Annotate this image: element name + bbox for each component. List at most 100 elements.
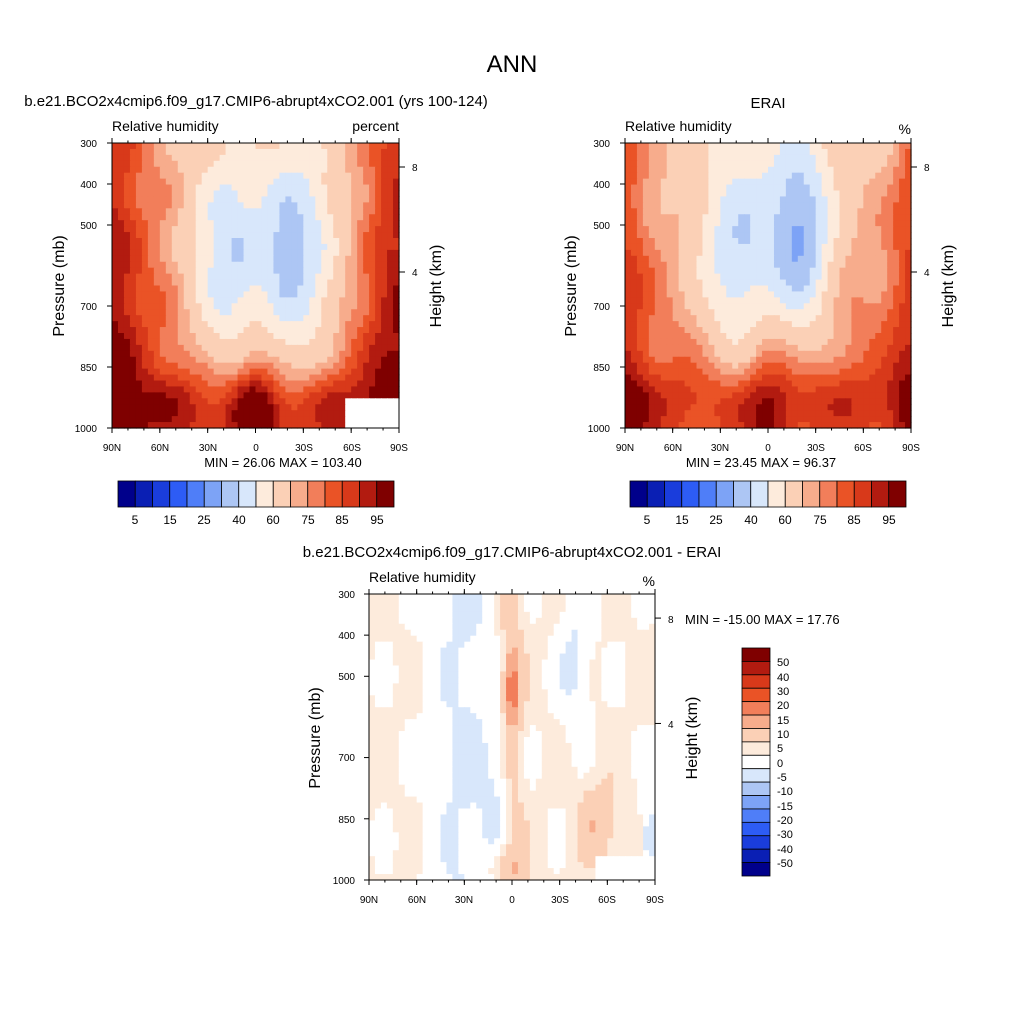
panel-model-field-cell	[261, 338, 269, 346]
panel-model-field-cell	[237, 374, 245, 382]
panel-erai-field-cell	[625, 315, 632, 322]
panel-erai-field-cell	[779, 172, 787, 180]
panel-model-field-cell	[327, 220, 334, 227]
panel-model-field-cell	[363, 190, 370, 198]
panel-model-field-cell	[153, 291, 161, 298]
panel-erai-field-cell	[821, 410, 829, 417]
panel-erai-field-cell	[785, 154, 793, 162]
panel-model-field-cell	[315, 273, 322, 281]
panel-model-field-cell	[225, 398, 233, 405]
panel-erai-field-cell	[678, 273, 686, 281]
panel-model-field-cell	[387, 392, 394, 399]
panel-model-field-cell	[387, 350, 394, 358]
panel-model-field-cell	[177, 148, 185, 156]
panel-model-field-cell	[321, 184, 328, 192]
panel-model-field-cell	[255, 148, 263, 156]
panel-model-field-cell	[231, 386, 239, 393]
panel-model-field-cell	[375, 380, 382, 388]
panel-model-field-cell	[393, 154, 400, 162]
panel-model-field-cell	[381, 315, 388, 322]
panel-erai-field-cell	[797, 243, 805, 251]
panel-model-field-cell	[303, 184, 310, 192]
panel-erai-field-cell	[768, 208, 775, 215]
panel-diff-field-cell	[512, 599, 519, 607]
panel-erai-field-cell	[678, 243, 686, 251]
panel-erai-ytick-850: 850	[593, 363, 610, 374]
panel-model-field-cell	[387, 267, 394, 275]
panel-erai-field-cell	[750, 154, 757, 162]
panel-model-field-cell	[237, 309, 245, 316]
panel-erai-field-cell	[851, 160, 858, 168]
panel-erai-field-cell	[738, 297, 745, 304]
panel-model-field-cell	[177, 350, 185, 358]
panel-model-field-cell	[249, 208, 257, 215]
panel-erai-field-cell	[732, 338, 739, 346]
panel-model-field-cell	[117, 356, 125, 364]
panel-model-field-cell	[147, 392, 155, 399]
panel-model-field-cell	[387, 148, 394, 156]
panel-model-field-cell	[321, 297, 328, 304]
panel-model-field-cell	[291, 344, 298, 352]
panel-erai-field-cell	[851, 220, 858, 227]
panel-model-field-cell	[141, 321, 149, 328]
panel-diff-field-cell	[506, 599, 513, 607]
panel-erai-field-cell	[851, 267, 858, 275]
panel-erai-field-cell	[762, 172, 769, 180]
panel-erai-field-cell	[827, 309, 835, 316]
panel-erai-field-cell	[905, 166, 912, 174]
panel-model-field	[112, 143, 400, 429]
panel-model-field-cell	[381, 243, 388, 251]
panel-erai-field-cell	[630, 143, 638, 150]
panel-erai-field-cell	[666, 232, 674, 239]
panel-erai-field-cell	[827, 279, 835, 287]
panel-model-field-cell	[333, 327, 340, 334]
panel-erai-field-cell	[827, 273, 835, 281]
panel-model-field-cell	[387, 214, 394, 221]
panel-erai-field-cell	[821, 321, 829, 328]
panel-model-field-cell	[243, 321, 251, 328]
panel-erai-field-cell	[714, 356, 721, 364]
panel-erai-field-cell	[625, 392, 632, 399]
panel-model-field-cell	[291, 362, 298, 370]
panel-erai-field-cell	[899, 154, 906, 162]
panel-erai-field-cell	[642, 267, 650, 275]
panel-erai-field-cell	[779, 214, 787, 221]
panel-model-field-cell	[315, 261, 322, 269]
panel-model-field-cell	[381, 249, 388, 257]
panel-erai-field-cell	[642, 214, 650, 221]
panel-model-field-cell	[369, 255, 376, 263]
panel-model-field-cell	[315, 410, 322, 417]
panel-erai-yright-4: 4	[924, 268, 930, 279]
panel-erai-field-cell	[702, 202, 710, 209]
panel-erai-field-cell	[821, 172, 829, 180]
panel-model-field-cell	[129, 386, 137, 393]
panel-model-field-cell	[207, 154, 215, 162]
panel-erai-field-cell	[648, 214, 656, 221]
panel-erai-field-cell	[815, 410, 823, 417]
panel-model-field-cell	[285, 214, 292, 221]
panel-model-field-cell	[321, 356, 328, 364]
panel-model-field-cell	[279, 374, 286, 382]
panel-model-field-cell	[297, 202, 304, 209]
panel-erai-field-cell	[666, 178, 674, 186]
panel-erai-field-cell	[714, 380, 721, 388]
panel-erai-field-cell	[714, 410, 721, 417]
panel-erai-field-cell	[702, 143, 710, 150]
panel-model-field-cell	[195, 238, 203, 245]
panel-erai-field-cell	[648, 160, 656, 168]
panel-model-field-cell	[339, 416, 346, 423]
panel-erai-field-cell	[773, 148, 781, 156]
panel-model-field-cell	[147, 368, 155, 376]
panel-erai-field-cell	[714, 273, 721, 281]
panel-erai-field-cell	[893, 255, 900, 263]
panel-model-field-cell	[297, 422, 304, 429]
panel-erai-field-cell	[851, 226, 858, 233]
panel-erai-field-cell	[666, 279, 674, 287]
panel-model-field-cell	[243, 255, 251, 263]
panel-model-field-cell	[303, 386, 310, 393]
panel-model-field-cell	[237, 238, 245, 245]
panel-erai-field-cell	[696, 416, 704, 423]
panel-model-field-cell	[369, 404, 376, 411]
panel-erai-field-cell	[881, 416, 888, 423]
panel-model-field-cell	[165, 309, 173, 316]
